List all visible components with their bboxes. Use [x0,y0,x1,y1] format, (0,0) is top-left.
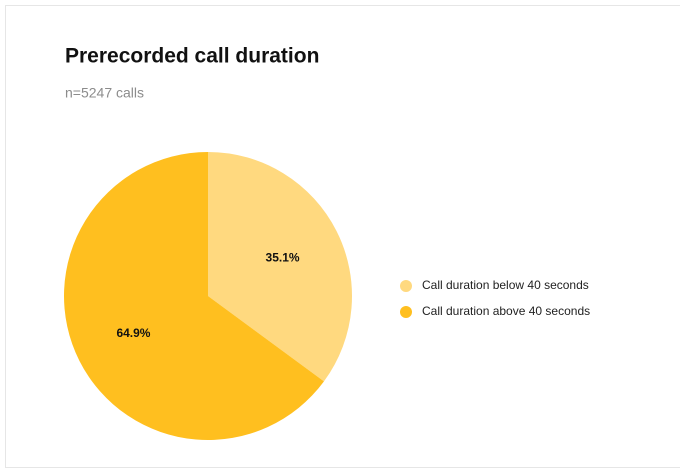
pie-slice [63,152,324,440]
chart-title: Prerecorded call duration [65,45,319,68]
chart-subtitle: n=5247 calls [65,85,144,101]
legend-label: Call duration above 40 seconds [422,304,590,318]
legend-swatch [400,280,412,292]
legend-swatch [400,306,412,318]
pie-slice [208,152,352,382]
legend-label: Call duration below 40 seconds [422,278,589,292]
data-label: 64.9% [116,326,150,340]
data-label: 35.1% [266,250,300,264]
